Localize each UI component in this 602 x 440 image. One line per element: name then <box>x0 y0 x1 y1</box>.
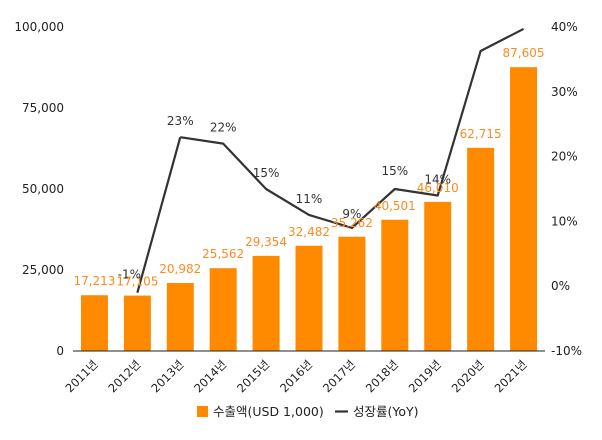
line-data-label: 22% <box>210 121 237 135</box>
right-axis-tick-label: 0% <box>551 279 570 293</box>
x-axis-tick-label: 2011년 <box>62 357 100 395</box>
x-axis-tick-label: 2014년 <box>191 357 229 395</box>
bar-data-label: 20,982 <box>159 262 201 276</box>
bar <box>381 219 409 351</box>
legend-bar-swatch <box>197 406 208 417</box>
bar <box>510 67 538 352</box>
bar-data-label: 46,010 <box>417 181 459 195</box>
line-data-label: 9% <box>342 207 361 221</box>
bar-data-label: 17,213 <box>73 274 115 288</box>
line-data-label: 15% <box>381 164 408 178</box>
bar-data-labels: 17,213 17,10520,98225,56229,35432,48235,2… <box>73 46 544 288</box>
bar <box>123 295 151 351</box>
legend-line-label: 성장률(YoY) <box>353 404 419 419</box>
bar <box>166 283 194 351</box>
left-axis-tick-label: 25,000 <box>22 263 64 277</box>
line-data-labels: -1% 23% 22% 15% 11% 9% 15% 14% <box>118 114 451 282</box>
line-data-label: 23% <box>167 114 194 128</box>
bar <box>209 268 237 351</box>
bar-data-label: 17,105 <box>116 275 158 289</box>
right-y-axis: -10% 0% 10% 20% 30% 40% <box>551 20 582 358</box>
bar-data-label: 35,262 <box>331 216 373 230</box>
line-data-label: 11% <box>296 192 323 206</box>
x-axis-tick-label: 2012년 <box>105 357 143 395</box>
line-data-label: 15% <box>253 166 280 180</box>
bar-data-label: 87,605 <box>503 46 545 60</box>
legend-bar-label: 수출액(USD 1,000) <box>213 404 324 419</box>
bar-data-label: 29,354 <box>245 235 287 249</box>
x-axis-tick-label: 2017년 <box>320 357 358 395</box>
x-axis-tick-label: 2018년 <box>363 357 401 395</box>
bar-data-label: 40,501 <box>374 199 416 213</box>
line-data-label: 14% <box>424 172 451 186</box>
bar <box>295 245 323 351</box>
bar <box>80 295 108 351</box>
left-axis-tick-label: 75,000 <box>22 101 64 115</box>
left-axis-tick-label: 100,000 <box>14 20 64 34</box>
x-axis-tick-label: 2013년 <box>148 357 186 395</box>
right-axis-tick-label: 10% <box>551 214 578 228</box>
growth-line <box>180 27 525 229</box>
x-axis: 2011년 2012년 2013년 2014년 2015년 2016년 2017년 2018년… <box>62 350 545 395</box>
right-axis-tick-label: 20% <box>551 150 578 164</box>
bar <box>338 236 366 351</box>
line-data-label: -1% <box>118 268 141 282</box>
x-axis-tick-label: 2016년 <box>277 357 315 395</box>
right-axis-tick-label: -10% <box>551 344 582 358</box>
right-axis-tick-label: 40% <box>551 20 578 34</box>
bar-series <box>80 67 538 352</box>
x-axis-tick-label: 2019년 <box>406 357 444 395</box>
bar <box>424 201 452 351</box>
line-series <box>136 27 525 293</box>
left-axis-tick-label: 0 <box>56 344 64 358</box>
legend: 수출액(USD 1,000) 성장률(YoY) <box>197 404 419 419</box>
growth-line-segment <box>136 136 182 293</box>
x-axis-tick-label: 2021년 <box>492 357 530 395</box>
bar-data-label: 32,482 <box>288 225 330 239</box>
right-axis-tick-label: 30% <box>551 85 578 99</box>
x-axis-tick-label: 2020년 <box>449 357 487 395</box>
bar-data-label: 25,562 <box>202 247 244 261</box>
bar-data-label: 62,715 <box>460 127 502 141</box>
bar <box>467 147 495 351</box>
x-axis-tick-label: 2015년 <box>234 357 272 395</box>
left-axis-tick-label: 50,000 <box>22 182 64 196</box>
left-y-axis: 0 25,000 50,000 75,000 100,000 <box>14 20 64 358</box>
bar <box>252 255 280 351</box>
